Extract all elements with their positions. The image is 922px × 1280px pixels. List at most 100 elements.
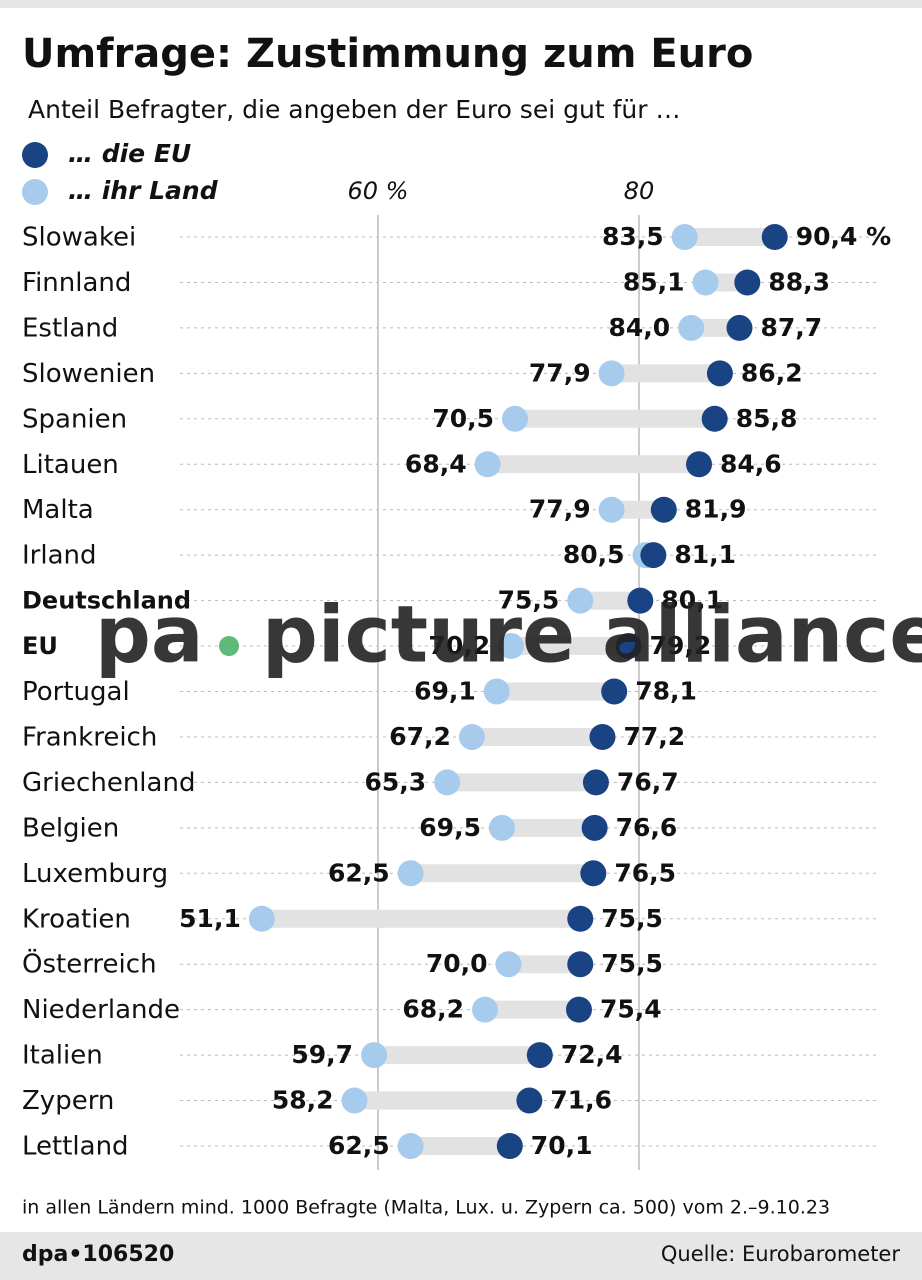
dot [650, 496, 677, 523]
value-label: 81,9 [685, 495, 747, 524]
value-label: 76,5 [614, 858, 676, 887]
value-label: 84,6 [720, 449, 782, 478]
value-label: 70,0 [426, 949, 488, 978]
value-label: 84,0 [609, 313, 671, 342]
x-tick-label: 80 [624, 177, 655, 205]
category-label: Spanien [22, 404, 127, 434]
dot [458, 723, 485, 750]
x-tick-label: 60 % [348, 177, 409, 205]
chart-subtitle: Anteil Befragter, die angeben der Euro s… [28, 95, 680, 124]
category-label: Niederlande [22, 995, 180, 1025]
category-label: Lettland [22, 1132, 129, 1162]
value-label: 88,3 [768, 267, 830, 296]
dot [601, 678, 628, 705]
value-label: 51,1 [179, 904, 241, 933]
value-label: 75,5 [498, 586, 560, 615]
dot [567, 587, 594, 614]
category-label: Belgien [22, 813, 119, 843]
category-label: Frankreich [22, 722, 157, 752]
footer-bar [0, 1232, 922, 1280]
watermark-left: pa [95, 590, 203, 680]
watermark: pa picture alliance [95, 590, 922, 680]
value-label: 67,2 [389, 722, 451, 751]
category-label: Kroatien [22, 904, 131, 934]
dot [582, 769, 609, 796]
dot [495, 951, 522, 978]
category-label: Portugal [22, 677, 130, 707]
value-label: 85,8 [736, 404, 798, 433]
legend-label: … ihr Land [68, 176, 219, 205]
value-label: 68,4 [405, 449, 467, 478]
category-label: Estland [22, 313, 118, 343]
dot [488, 814, 515, 841]
category-label: EU [22, 632, 58, 660]
value-label: 80,1 [661, 586, 723, 615]
dot [686, 451, 713, 478]
value-label: 69,5 [419, 813, 481, 842]
dot [502, 405, 529, 432]
credit: dpa•106520 [22, 1242, 174, 1267]
value-label: 69,1 [414, 677, 476, 706]
category-label: Slowenien [22, 359, 155, 389]
dot [474, 451, 501, 478]
category-label: Luxemburg [22, 859, 168, 889]
value-label: 65,3 [364, 767, 426, 796]
dot [483, 678, 510, 705]
dot [397, 860, 424, 887]
dot [671, 224, 698, 250]
legend-label: … die EU [68, 139, 191, 168]
legend-swatch [22, 179, 48, 205]
value-label: 77,9 [529, 495, 591, 524]
category-label: Griechenland [22, 768, 195, 798]
value-label: 59,7 [291, 1040, 353, 1069]
dot [472, 996, 499, 1023]
dot [580, 860, 607, 887]
dot [726, 314, 753, 341]
category-label: Irland [22, 541, 97, 571]
dot [706, 360, 733, 387]
dot [692, 269, 719, 296]
value-label: 77,2 [623, 722, 685, 751]
dot [581, 814, 608, 841]
dot [341, 1087, 368, 1114]
value-label: 80,5 [563, 540, 625, 569]
value-label: 62,5 [328, 858, 390, 887]
chart-title: Umfrage: Zustimmung zum Euro [22, 31, 753, 77]
dot [516, 1087, 543, 1114]
value-label: 70,2 [428, 631, 490, 660]
value-label: 71,6 [550, 1086, 612, 1115]
category-label: Finnland [22, 268, 131, 298]
value-label: 76,7 [617, 767, 679, 796]
top-bar [0, 0, 922, 8]
watermark-dot [219, 636, 239, 656]
dot [615, 633, 642, 660]
dot [565, 996, 592, 1023]
dot [627, 587, 654, 614]
dot [361, 1042, 388, 1069]
value-label: 86,2 [741, 358, 803, 387]
value-label: 87,7 [760, 313, 822, 342]
dot [434, 769, 461, 796]
note: in allen Ländern mind. 1000 Befragte (Ma… [22, 1197, 830, 1219]
dot [734, 269, 761, 296]
dot [526, 1042, 553, 1069]
value-label: 75,5 [601, 949, 663, 978]
plot [180, 215, 880, 1170]
legend-swatch [22, 142, 48, 168]
dot [761, 224, 788, 250]
value-label: 77,9 [529, 358, 591, 387]
dot [701, 405, 728, 432]
category-label: Zypern [22, 1086, 114, 1116]
source: Quelle: Eurobarometer [661, 1242, 900, 1266]
value-label: 58,2 [272, 1086, 334, 1115]
dot [567, 951, 594, 978]
value-label: 83,5 [602, 222, 664, 251]
value-label: 81,1 [674, 540, 736, 569]
value-label: 70,5 [432, 404, 494, 433]
dot [598, 360, 625, 387]
category-label: Litauen [22, 450, 119, 480]
category-label: Malta [22, 495, 94, 525]
watermark-right: picture alliance [262, 590, 922, 680]
value-label: 78,1 [635, 677, 697, 706]
